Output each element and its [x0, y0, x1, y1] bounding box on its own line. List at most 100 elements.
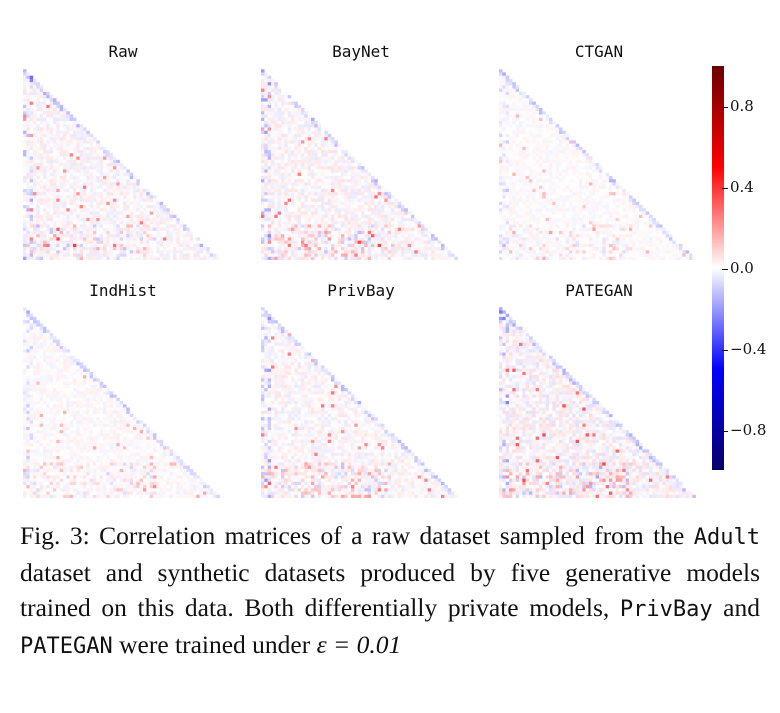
matrix-cell [123, 253, 127, 257]
matrix-cell [582, 172, 586, 177]
matrix-cell [602, 224, 606, 228]
matrix-cell [499, 72, 503, 76]
matrix-cell [502, 114, 506, 118]
matrix-cell [96, 256, 100, 260]
matrix-cell [575, 234, 580, 238]
matrix-cell [525, 172, 530, 177]
matrix-cell [307, 169, 312, 173]
matrix-cell [314, 237, 318, 241]
matrix-cell [364, 172, 368, 177]
matrix-cell [532, 140, 536, 144]
matrix-cell [173, 214, 177, 219]
matrix-cell [291, 211, 295, 215]
matrix-cell [565, 224, 570, 228]
matrix-cell [374, 185, 378, 190]
matrix-cell [116, 185, 120, 190]
matrix-cell [183, 243, 187, 248]
matrix-cell [46, 175, 50, 180]
matrix-cell [76, 163, 80, 167]
matrix-cell [585, 192, 590, 196]
matrix-cell [502, 240, 506, 245]
matrix-cell [324, 230, 328, 235]
matrix-cell [291, 188, 295, 193]
matrix-cell [384, 240, 388, 245]
matrix-cell [99, 237, 104, 241]
matrix-cell [26, 127, 30, 131]
matrix-cell [281, 250, 285, 254]
matrix-cell [307, 146, 312, 151]
matrix-cell [93, 211, 97, 215]
matrix-cell [307, 224, 312, 228]
matrix-cell [341, 163, 345, 167]
matrix-cell [26, 140, 30, 144]
matrix-cell [159, 201, 164, 206]
matrix-cell [351, 237, 355, 241]
matrix-cell [635, 211, 640, 215]
matrix-cell [136, 179, 140, 183]
matrix-cell [156, 240, 160, 245]
matrix-cell [314, 153, 318, 157]
matrix-cell [559, 169, 563, 173]
matrix-cell [261, 85, 265, 89]
matrix-cell [579, 188, 583, 193]
matrix-cell [625, 230, 630, 235]
matrix-cell [535, 120, 540, 125]
matrix-cell [26, 188, 30, 193]
matrix-cell [381, 250, 385, 254]
matrix-cell [139, 237, 144, 241]
matrix-cell [404, 243, 408, 248]
matrix-cell [76, 253, 80, 257]
matrix-cell [321, 198, 325, 202]
matrix-cell [93, 166, 97, 170]
matrix-cell [512, 111, 516, 115]
matrix-cell [76, 217, 80, 222]
matrix-cell [669, 234, 673, 238]
matrix-cell [532, 163, 536, 167]
matrix-cell [26, 230, 30, 235]
matrix-cell [505, 137, 510, 141]
matrix-cell [73, 172, 77, 177]
matrix-cell [545, 163, 550, 167]
matrix-cell [76, 224, 80, 228]
matrix-cell [277, 120, 282, 125]
matrix-cell [545, 192, 550, 196]
matrix-cell [562, 159, 566, 164]
matrix-cell [519, 127, 523, 131]
matrix-cell [199, 243, 204, 248]
matrix-cell [156, 217, 160, 222]
matrix-cell [371, 175, 375, 180]
matrix-cell [519, 88, 523, 93]
matrix-cell [139, 214, 144, 219]
matrix-cell [374, 208, 378, 212]
matrix-cell [381, 227, 385, 232]
matrix-cell [532, 156, 536, 160]
matrix-cell [287, 159, 292, 164]
matrix-cell [297, 185, 302, 190]
matrix-cell [83, 140, 87, 144]
matrix-cell [542, 130, 546, 135]
matrix-cell [59, 195, 64, 199]
matrix-cell [126, 198, 130, 202]
matrix-cell [529, 140, 533, 144]
matrix-cell [592, 201, 596, 206]
matrix-cell [281, 256, 285, 260]
matrix-cell [324, 250, 328, 254]
matrix-cell [294, 179, 298, 183]
matrix-cell [552, 169, 556, 173]
matrix-cell [381, 185, 385, 190]
matrix-cell [394, 256, 398, 260]
matrix-cell [539, 234, 543, 238]
matrix-cell [371, 230, 375, 235]
matrix-cell [334, 211, 338, 215]
matrix-cell [582, 224, 586, 228]
matrix-cell [579, 208, 583, 212]
matrix-cell [579, 182, 583, 186]
matrix-cell [271, 88, 275, 93]
matrix-cell [33, 221, 37, 225]
matrix-cell [629, 230, 633, 235]
matrix-cell [33, 159, 37, 164]
matrix-cell [542, 133, 546, 138]
matrix-cell [173, 230, 177, 235]
matrix-cell [377, 240, 382, 245]
matrix-cell [555, 153, 560, 157]
